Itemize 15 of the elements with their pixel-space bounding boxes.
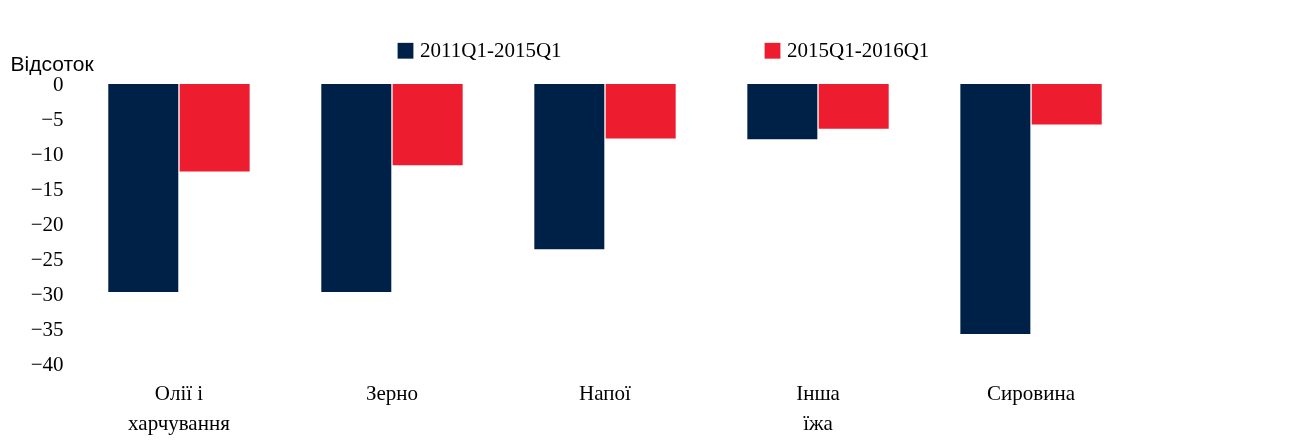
x-tick-label: Напої — [579, 380, 632, 405]
x-tick-label: Зерно — [365, 380, 419, 405]
y-tick-label: −30 — [30, 281, 64, 306]
y-tick-label: −10 — [30, 141, 64, 166]
legend-label: 2011Q1-2015Q1 — [420, 37, 562, 62]
x-tick-label: Інша їжа — [796, 380, 841, 435]
y-tick-label: −15 — [30, 176, 64, 201]
y-tick-label: −40 — [30, 351, 64, 376]
x-tick-label: Олії і харчування — [128, 380, 231, 435]
y-tick-label: −5 — [41, 106, 64, 131]
y-tick-label: −35 — [30, 316, 64, 341]
legend-label: 2015Q1-2016Q1 — [787, 37, 930, 62]
x-tick-label: Сировина — [987, 380, 1076, 405]
y-tick-label: −20 — [30, 211, 64, 236]
y-tick-label: −25 — [30, 246, 64, 271]
